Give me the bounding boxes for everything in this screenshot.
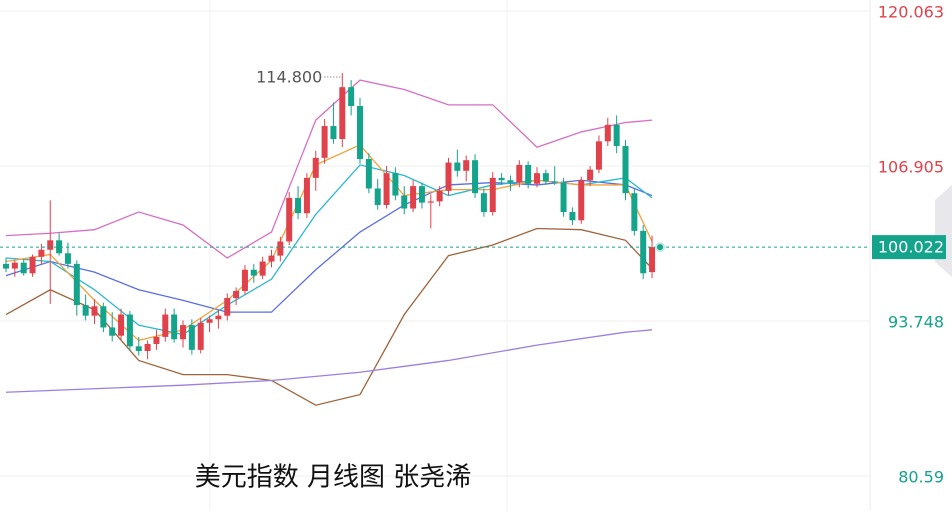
- candle-body: [516, 164, 523, 183]
- candle-body: [534, 173, 540, 184]
- candle-body: [392, 173, 399, 196]
- candle-body: [295, 197, 302, 214]
- candle-body: [277, 241, 284, 256]
- candle-body: [445, 162, 452, 191]
- candle-body: [180, 325, 186, 340]
- candle-body: [241, 269, 248, 291]
- candle-body: [507, 180, 514, 183]
- candle-body: [188, 325, 195, 350]
- candle-body: [303, 177, 310, 214]
- indicator-line: [5, 144, 653, 342]
- candle-body: [436, 190, 443, 202]
- candle-body: [569, 212, 576, 221]
- candle-body: [542, 173, 549, 182]
- candle-body: [631, 193, 638, 231]
- candle-body: [560, 182, 567, 213]
- candle-body: [206, 319, 213, 323]
- candle-body: [56, 240, 63, 254]
- candle-body: [109, 327, 116, 336]
- candle-body: [401, 195, 408, 209]
- candle-body: [224, 298, 231, 316]
- candle-body: [339, 87, 346, 139]
- candle-body: [498, 177, 505, 181]
- y-tick-label: 80.59: [898, 468, 944, 487]
- candle-body: [551, 181, 558, 183]
- candle-body: [126, 314, 133, 347]
- candle-body: [365, 159, 372, 189]
- candle-body: [73, 263, 80, 306]
- candle-body: [3, 263, 9, 269]
- candle-body: [472, 160, 479, 194]
- candle-body: [82, 305, 89, 316]
- candle-body: [47, 240, 54, 250]
- candle-body: [197, 322, 204, 350]
- candle-body: [480, 193, 487, 213]
- candle-body: [454, 162, 461, 171]
- candle-body: [91, 306, 98, 316]
- candle-body: [330, 126, 337, 139]
- indicator-line: [5, 79, 653, 259]
- candle-body: [578, 180, 585, 221]
- candle-body: [374, 188, 381, 205]
- candle-body: [215, 315, 222, 320]
- last-price-box: [872, 235, 946, 260]
- candle-body: [100, 306, 107, 328]
- candle-body: [250, 269, 257, 276]
- candle-body: [595, 141, 602, 170]
- candle-body: [162, 314, 169, 337]
- annotation-label: 114.800: [256, 68, 322, 87]
- candle-body: [622, 146, 629, 194]
- candle-body: [348, 87, 355, 107]
- candle-body: [604, 124, 611, 142]
- candle-body: [11, 262, 18, 269]
- candle-body: [321, 126, 328, 158]
- last-price-label: 100.022: [878, 238, 944, 257]
- candle-body: [233, 290, 240, 299]
- candle-body: [268, 255, 275, 262]
- candle-body: [259, 261, 266, 276]
- chart-title: 美元指数 月线图 张尧浠: [195, 463, 472, 493]
- candle-body: [144, 343, 151, 352]
- candle-body: [153, 336, 160, 344]
- candle-body: [489, 177, 496, 213]
- candle-body: [118, 314, 125, 336]
- last-price-dot: [655, 242, 666, 253]
- candle-body: [613, 124, 620, 147]
- candle-body: [463, 160, 470, 171]
- candle-body: [312, 157, 319, 178]
- candle-body: [418, 186, 425, 203]
- candle-body: [649, 247, 656, 273]
- candle-body: [383, 173, 390, 205]
- candle-body: [38, 249, 45, 257]
- candle-body: [135, 346, 142, 352]
- candle-body: [64, 253, 71, 264]
- candle-body: [587, 169, 594, 181]
- y-tick-label: 120.063: [878, 3, 944, 22]
- indicator-line: [5, 227, 653, 406]
- side-handle: [935, 185, 952, 277]
- candle-body: [357, 106, 363, 160]
- candle-body: [29, 256, 36, 274]
- candle-body: [171, 314, 178, 340]
- y-tick-label: 106.905: [878, 158, 944, 177]
- plot: 120.063 106.905 93.748 80.59 114.800 100.022: [0, 3, 946, 487]
- indicator-line: [5, 329, 653, 393]
- candle-body: [640, 230, 647, 274]
- candle-body: [20, 262, 27, 274]
- candle-body: [410, 186, 417, 209]
- y-tick-label: 93.748: [888, 313, 944, 332]
- candle-body: [525, 164, 532, 184]
- candle-body: [286, 197, 293, 242]
- candle-body: [427, 201, 434, 203]
